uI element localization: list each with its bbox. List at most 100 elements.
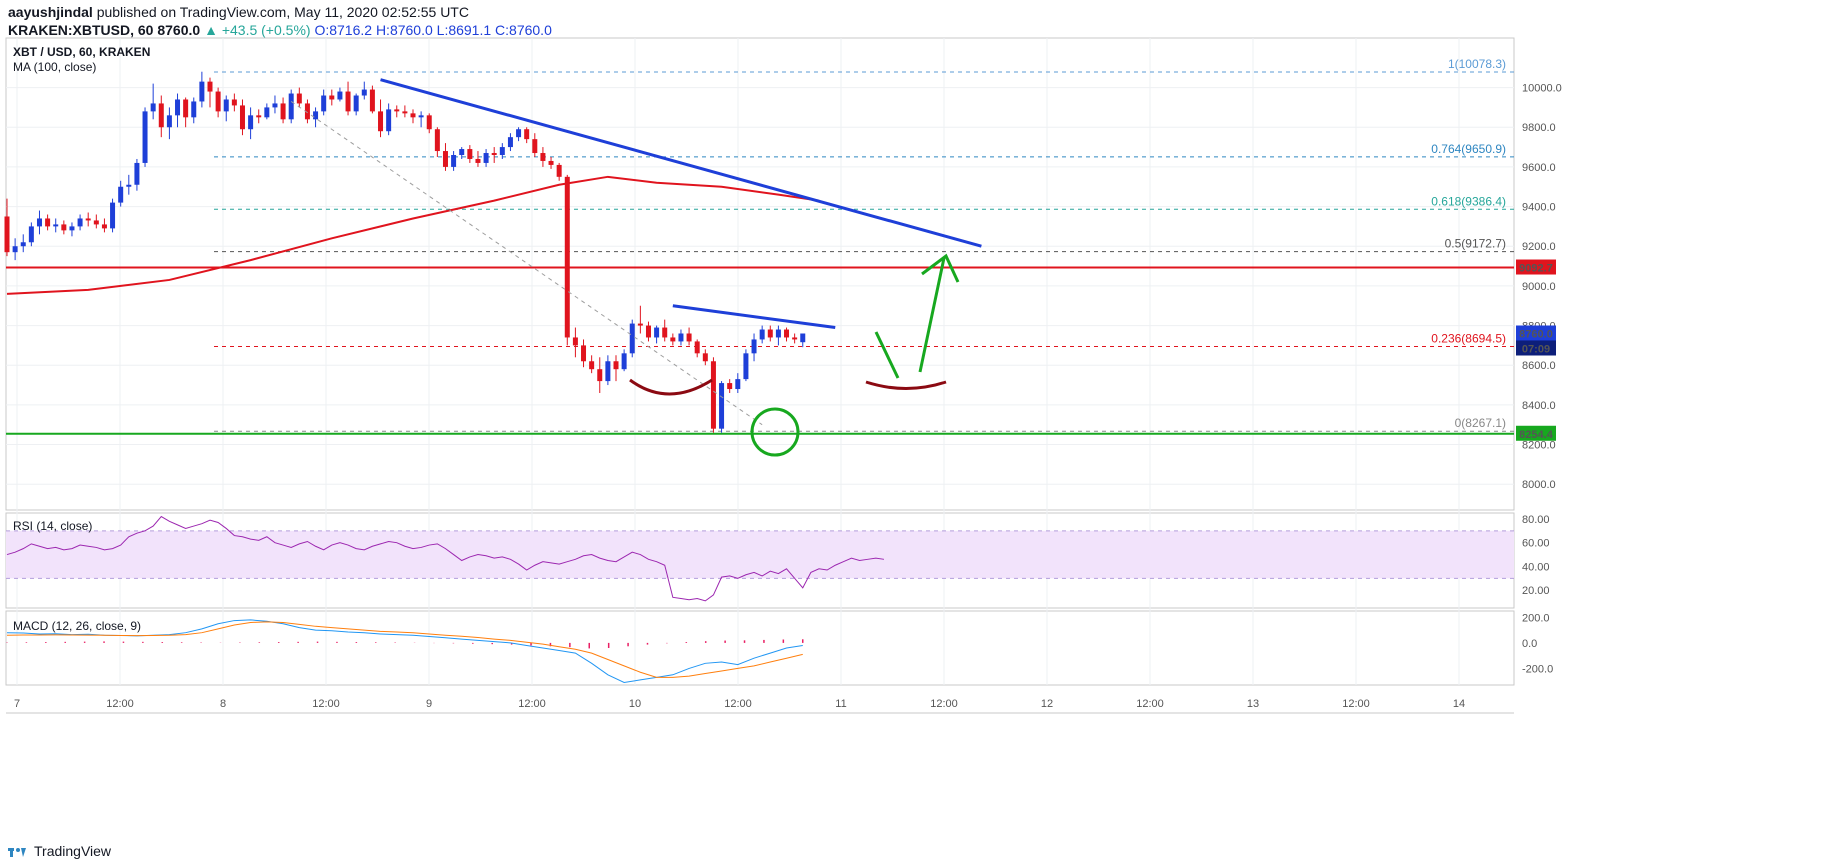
candle-body [345,91,351,112]
candle-body [678,333,684,342]
low-highlight-circle [750,407,800,457]
signal-line [6,621,803,678]
macd-tick-label: -200.0 [1522,663,1553,675]
rsi-tick-label: 40.00 [1522,561,1550,573]
candle-body [710,361,716,429]
time-tick-label: 8 [220,698,226,710]
tradingview-logo-icon [8,848,26,858]
up-move-arrow [918,257,946,373]
price-tick-label: 8000.0 [1522,479,1556,491]
candle-body [272,103,278,108]
author-name[interactable]: aayushjindal [8,4,93,20]
time-tick-label: 7 [14,698,20,710]
candle-body [645,325,651,338]
candle-body [451,155,457,167]
candle-body [784,329,790,338]
symbol-label: KRAKEN:XBTUSD, 60 [8,22,154,38]
short-term-resistance-line [672,304,836,330]
candle-body [353,95,359,112]
candle-body [248,115,254,130]
candle-body [499,147,505,156]
ohlc-values: O:8716.2 H:8760.0 L:8691.1 C:8760.0 [314,22,552,38]
candle-body [581,345,587,362]
candle-body [548,160,554,165]
resistance-price-label: 9092.7 [1519,263,1553,275]
candle-body [532,139,538,154]
candle-body [264,107,270,118]
countdown-label-badge [1516,340,1556,356]
fib-level-label: 0.764(9650.9) [1431,142,1506,156]
quote-line: KRAKEN:XBTUSD, 60 8760.0 ▲ +43.5 (+0.5%)… [8,22,552,38]
price-tick-label: 9000.0 [1522,281,1556,293]
candle-body [288,93,294,120]
candle-body [662,327,668,338]
price-tick-label: 9200.0 [1522,241,1556,253]
fib-level-label: 0.236(8694.5) [1431,331,1506,345]
candle-body [231,99,237,106]
candle-body [800,333,806,343]
candle-body [118,186,124,203]
candle-body [540,153,546,161]
support-price-label-badge [1516,425,1556,441]
candle-body [45,218,51,227]
candle-body [126,184,132,187]
candle-body [702,353,708,362]
up-arrow-icon: ▲ [204,22,218,38]
candle-body [223,99,229,112]
candle-body [134,162,140,185]
candle-body [77,218,83,227]
candle-body [459,149,465,156]
candle-body [597,369,603,382]
candle-body [743,353,749,380]
candle-body [426,115,432,130]
candle-body [256,115,262,118]
candle-body [110,202,116,229]
candle-body [53,224,59,227]
candle-body [735,379,741,390]
candle-body [792,337,798,340]
candle-body [589,361,595,370]
candle-body [694,341,700,354]
major-downtrend-line [380,78,982,248]
candle-body [475,158,481,163]
time-tick-label: 12:00 [1136,698,1164,710]
candle-body [329,95,335,100]
candle-body [386,109,392,132]
candle-body [207,81,213,92]
rsi-pane-title: RSI (14, close) [13,519,92,533]
candle-body [20,242,26,247]
candle-body [637,323,643,326]
rsi-band [6,530,1514,579]
candle-body [605,361,611,382]
time-tick-label: 9 [426,698,432,710]
candle-body [629,323,635,354]
candle-body [507,137,513,148]
time-tick-label: 13 [1247,698,1259,710]
price-tick-label: 8600.0 [1522,360,1556,372]
candle-body [378,111,384,132]
resistance-price-label-badge [1516,259,1556,275]
candle-body [654,327,660,338]
price-tick-label: 8200.0 [1522,440,1556,452]
price-tick-label: 10000.0 [1522,83,1562,95]
footer-brand[interactable]: TradingView [8,843,111,859]
time-tick-label: 12:00 [106,698,134,710]
candle-body [36,218,42,227]
time-tick-label: 12:00 [312,698,340,710]
down-move-arrow [874,331,900,379]
up-arrow-head-icon [921,253,960,283]
candle-body [4,216,10,253]
rsi-tick-label: 20.00 [1522,585,1550,597]
candle-body [166,115,172,128]
candle-body [767,329,773,338]
time-tick-label: 12:00 [930,698,958,710]
ma-indicator-label: MA (100, close) [13,60,96,74]
candle-body [101,224,107,229]
candle-body [759,329,765,340]
time-tick-label: 10 [629,698,641,710]
candle-body [686,333,692,342]
candle-body [183,99,189,118]
macd-pane-frame [5,610,1515,686]
candle-body [175,99,181,116]
